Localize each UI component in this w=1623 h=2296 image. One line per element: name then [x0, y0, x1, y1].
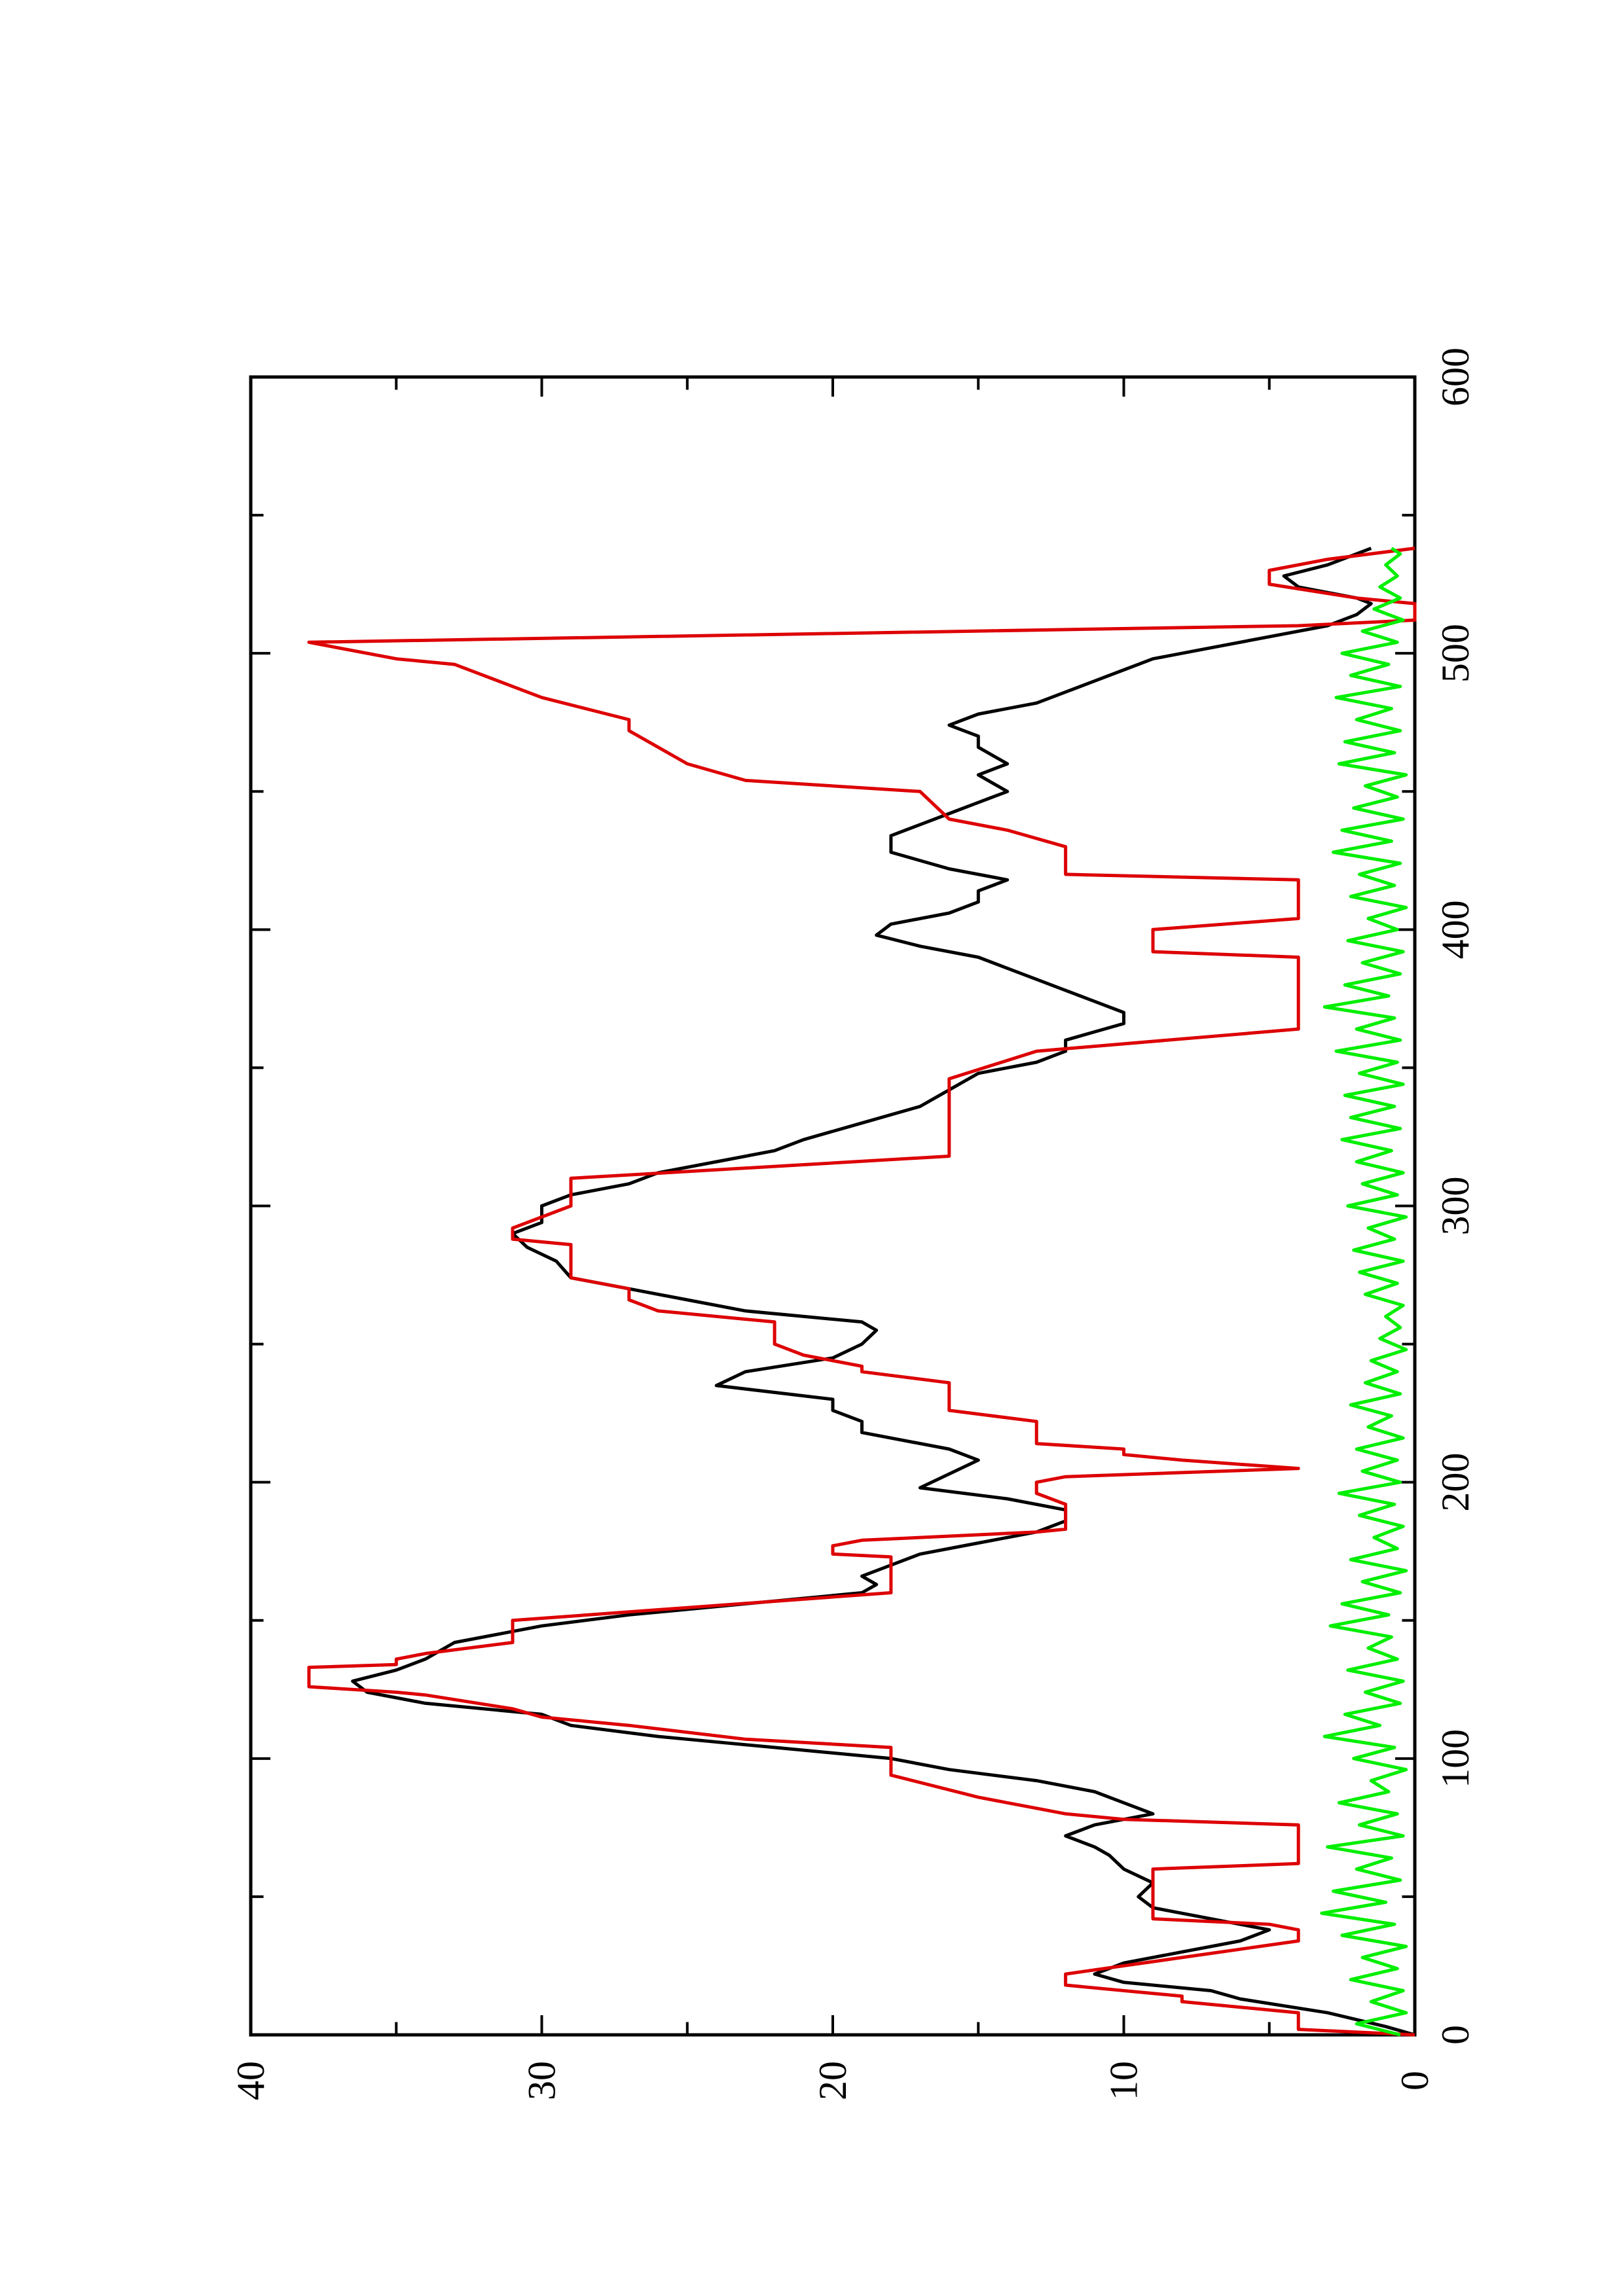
- series-line-1: [351, 547, 1415, 2037]
- series-layer: [307, 547, 1417, 2037]
- x-tick-label: 100: [1434, 1729, 1477, 1788]
- x-tick-label: 300: [1434, 1177, 1477, 1236]
- series-line-3: [1320, 547, 1408, 2037]
- x-tick-label: 500: [1434, 624, 1477, 683]
- x-tick-label: 0: [1434, 2025, 1477, 2045]
- x-tick-label: 200: [1434, 1453, 1477, 1512]
- x-tick-label: 600: [1434, 348, 1477, 406]
- y-tick-label: 10: [1103, 2061, 1146, 2100]
- y-tick-label: 40: [229, 2061, 272, 2100]
- y-tick-label: 20: [811, 2061, 854, 2100]
- series-line-2: [307, 547, 1417, 2037]
- axis-ticks: [249, 376, 1416, 2036]
- y-tick-label: 30: [520, 2061, 564, 2100]
- x-tick-label: 400: [1434, 900, 1477, 959]
- y-tick-label: 0: [1393, 2071, 1436, 2090]
- axis-tick-labels: 0 100 200 300 400 500 600 0 10 20 30 40: [229, 348, 1477, 2100]
